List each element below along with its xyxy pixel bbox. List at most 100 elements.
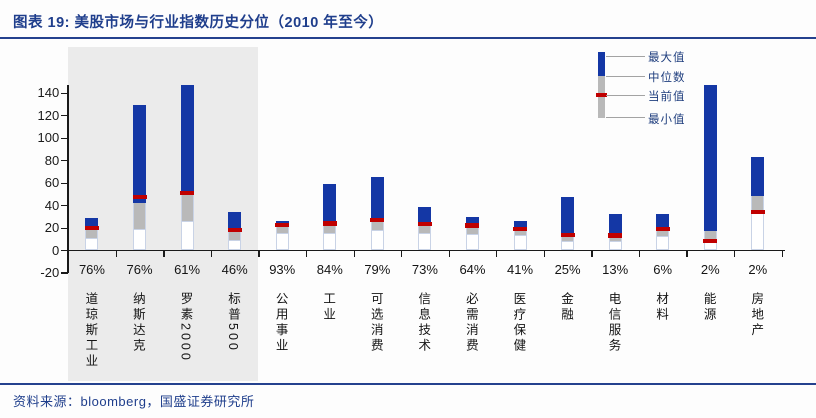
y-axis-tick [61,182,69,184]
percentile-label: 61% [174,262,201,277]
category-label: 标普500 [226,292,241,353]
y-axis-tick [61,227,69,229]
bar-current-marker [132,195,147,200]
x-axis-tick [591,251,593,257]
bar-min-to-median [85,229,99,239]
bar-min-base [751,212,765,251]
y-axis-tick [61,92,69,94]
bar-median-to-max [513,220,527,228]
category-label: 医疗保健 [511,292,526,354]
category-label: 材料 [654,292,669,323]
bar-min-to-median [133,203,147,230]
y-axis-tick-label: 140 [37,85,60,101]
bar-median-to-max [656,214,670,228]
percentile-label: 41% [507,262,534,277]
percentile-label: 73% [411,262,438,277]
category-label: 信息技术 [416,292,431,354]
bar-min-to-median [323,224,337,234]
legend-min-segment [598,76,605,118]
x-axis-tick [781,251,783,257]
percentile-label: 79% [364,262,391,277]
bar-median-to-max [608,214,622,234]
bar-min-base [133,229,147,251]
legend-label-min: 最小值 [648,114,686,126]
bar-median-to-max [751,156,765,197]
bar-median-to-max [323,184,337,225]
legend-leader-line [606,117,645,118]
category-label: 电信服务 [606,292,621,354]
legend-label-median: 中位数 [648,72,686,84]
y-axis-tick [61,250,69,252]
bar-current-marker [370,217,385,223]
bar-current-marker [180,190,195,195]
bar-current-marker [655,227,670,232]
y-axis-tick-label: 20 [44,220,60,236]
bar-min-to-median [513,227,527,235]
percentile-label: 13% [602,262,629,277]
percentile-label: 25% [554,262,581,277]
bar-current-marker [703,238,718,243]
bar-median-to-max [465,217,479,226]
y-axis-tick [61,205,69,207]
bar-min-to-median [751,196,765,213]
percentile-label: 46% [221,262,248,277]
category-label: 能源 [701,292,716,323]
footer-divider [0,383,816,385]
x-axis-tick [686,251,688,257]
category-label: 金融 [558,292,573,323]
bar-current-marker [750,209,765,215]
y-axis-tick [61,272,69,274]
y-axis-tick-label: 120 [37,107,60,123]
bar-min-to-median [465,226,479,234]
legend-leader-line [606,76,645,77]
y-axis-tick-label: 100 [37,130,60,146]
bar-min-to-median [228,228,242,240]
bar-min-to-median [275,226,289,233]
x-axis-tick [258,251,260,257]
legend-label-current: 当前值 [648,91,686,103]
category-label: 工业 [321,292,336,323]
bar-median-to-max [180,85,194,196]
percentile-label: 93% [269,262,296,277]
y-axis-tick [61,115,69,117]
y-axis-tick [61,137,69,139]
y-axis-tick-label: -20 [40,264,60,280]
bar-min-to-median [656,227,670,236]
source-note: 资料来源：bloomberg，国盛证券研究所 [13,394,255,409]
x-axis-tick [734,251,736,257]
category-label: 公用事业 [273,292,288,354]
bar-min-to-median [370,221,384,230]
bar-min-to-median [180,195,194,221]
percentile-label: 2% [748,262,768,277]
category-label: 罗素2000 [178,292,193,363]
category-label: 道琼斯工业 [83,292,98,370]
bar-current-marker [84,226,99,231]
bar-median-to-max [228,212,242,229]
percentile-label: 2% [700,262,720,277]
y-axis-tick-label: 60 [44,175,60,191]
bar-min-base [370,229,384,251]
x-axis-tick [306,251,308,257]
bar-min-base [323,233,337,251]
title-divider [0,37,816,39]
y-axis-tick [61,160,69,162]
category-label: 房地产 [749,292,764,339]
x-axis-tick [115,251,117,257]
bar-median-to-max [370,176,384,222]
bar-min-base [418,233,432,251]
bar-median-to-max [561,197,575,234]
x-axis-tick [401,251,403,257]
y-axis-tick-label: 0 [51,242,60,258]
bar-min-base [180,220,194,251]
percentile-label: 6% [653,262,673,277]
bar-current-marker [608,233,623,238]
bar-min-base [275,232,289,251]
bar-current-marker [465,223,480,228]
legend-leader-line [606,56,645,57]
bar-current-marker [560,232,575,238]
y-axis-spine [67,85,69,273]
x-axis-tick [543,251,545,257]
legend-label-max: 最大值 [648,52,686,64]
percentile-label: 84% [316,262,343,277]
